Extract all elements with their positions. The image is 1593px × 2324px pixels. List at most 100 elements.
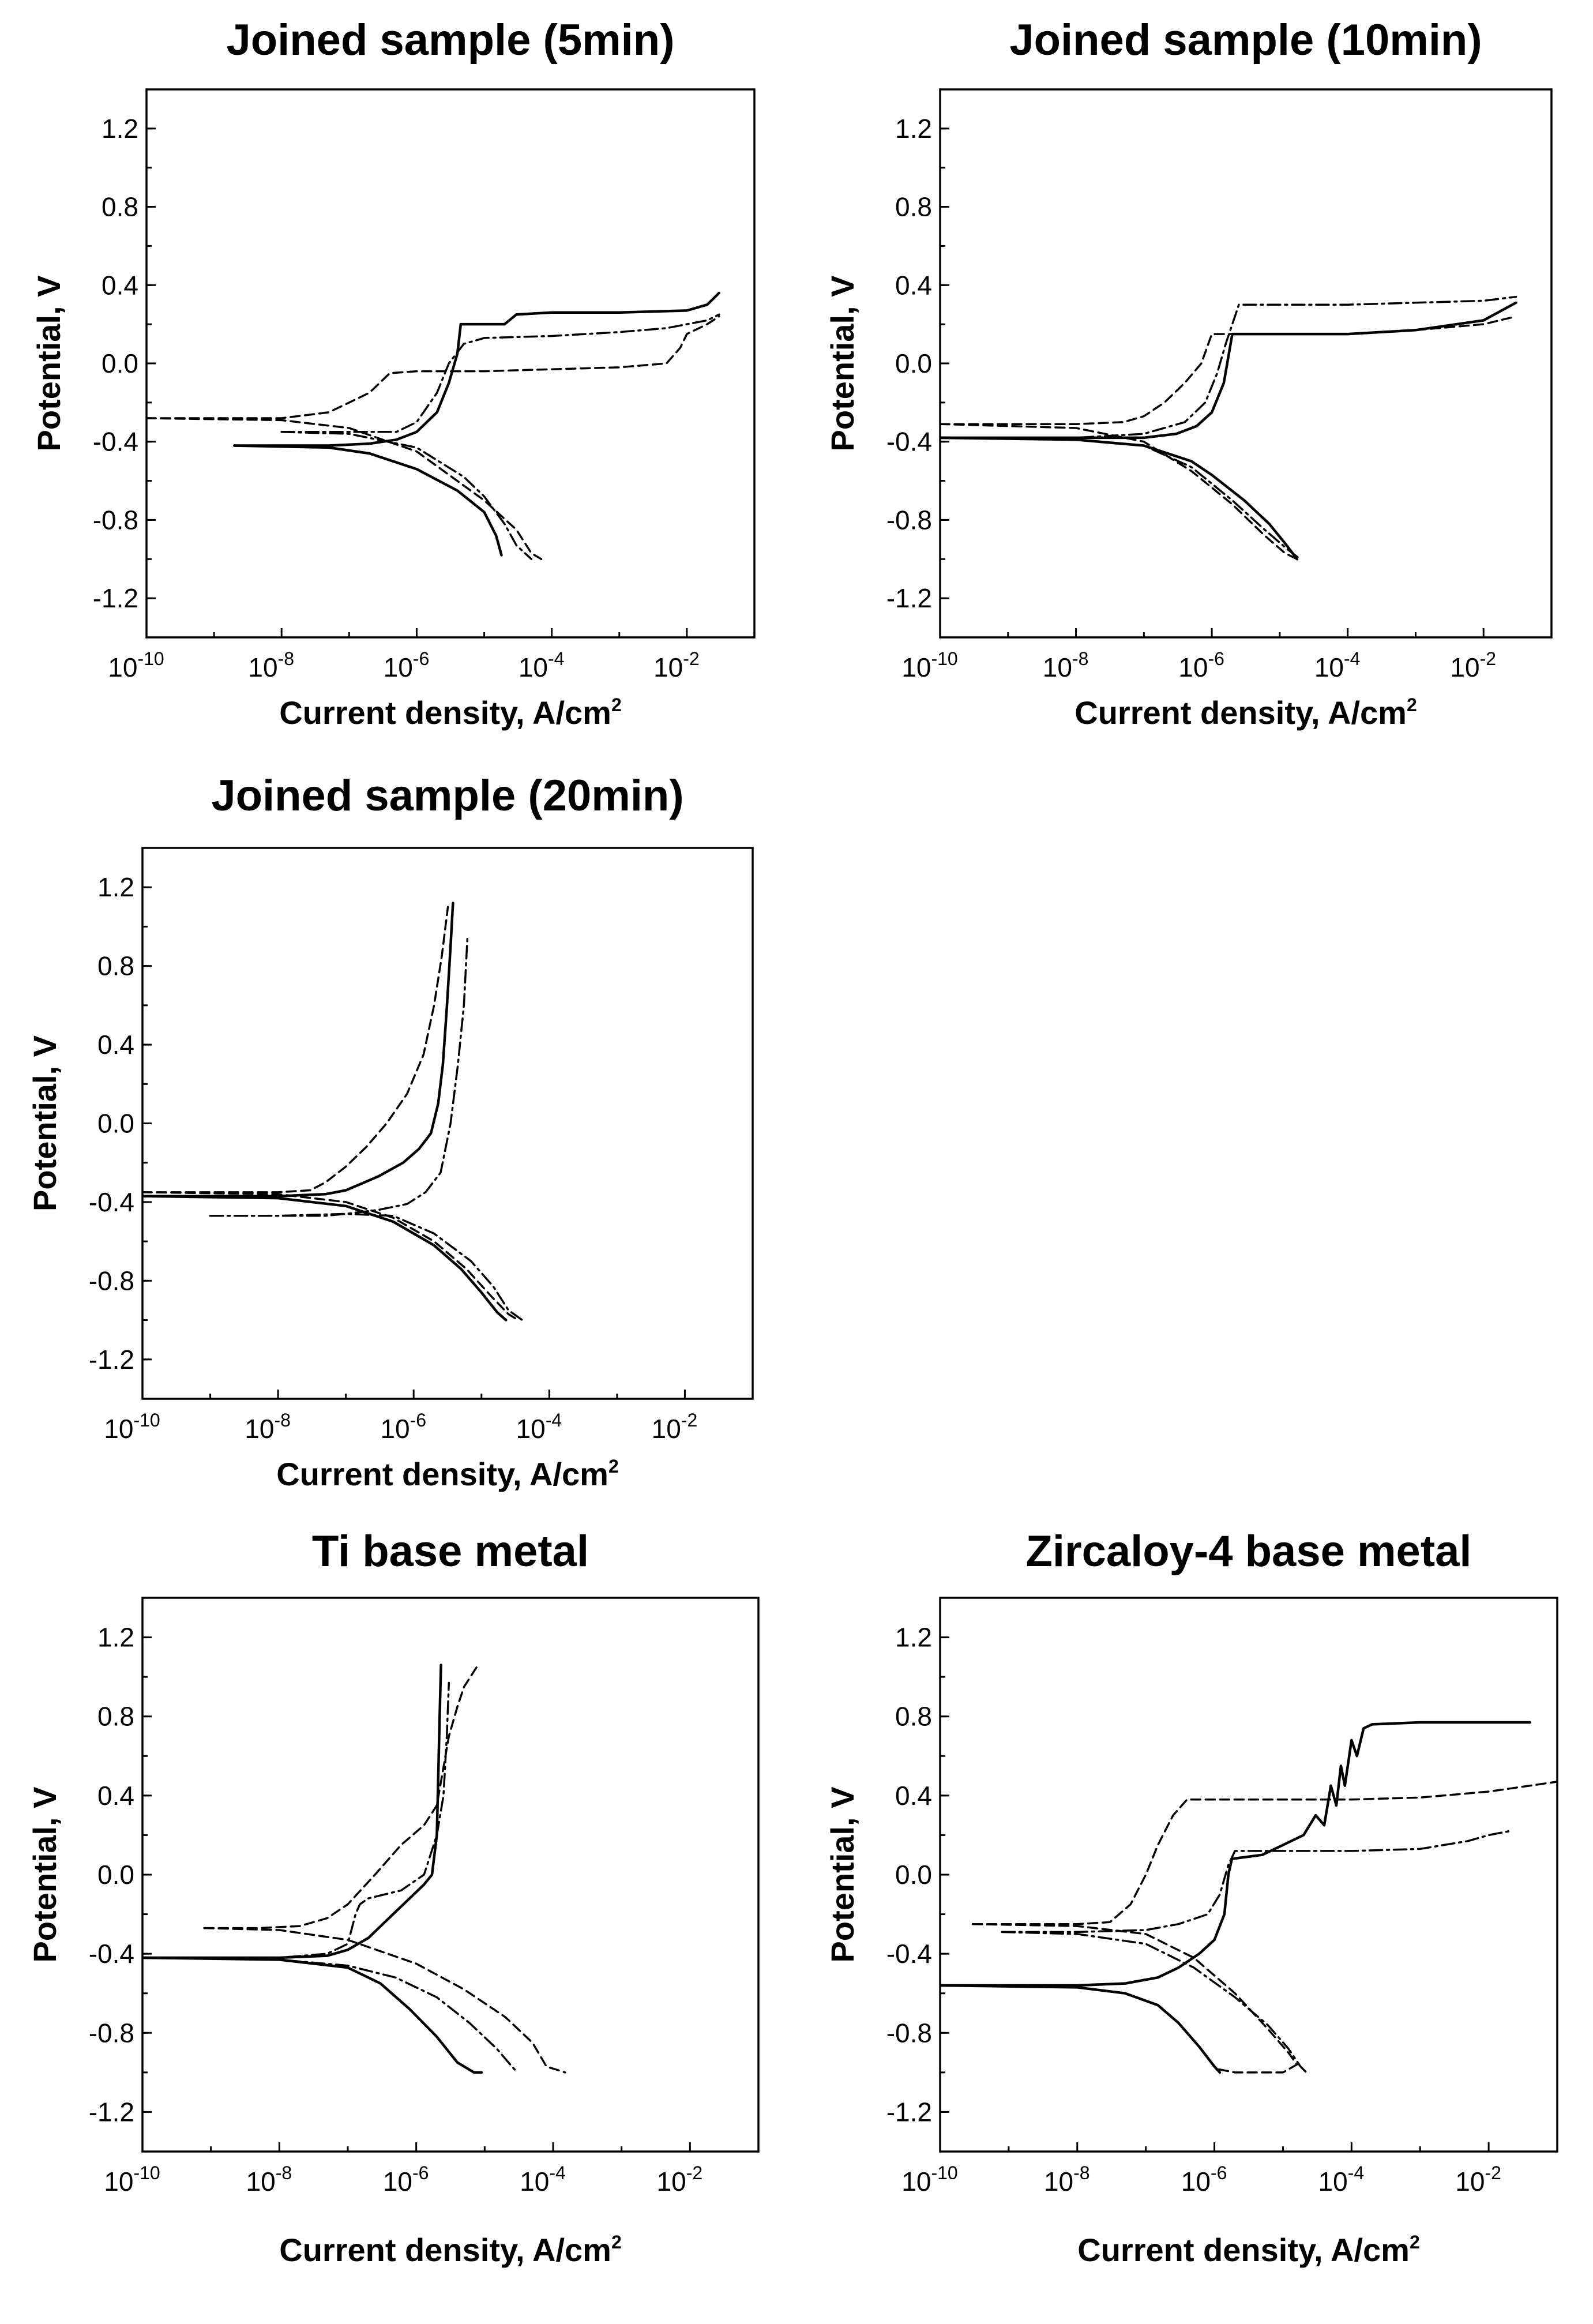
- x-axis-label-superscript: 2: [1410, 2232, 1420, 2252]
- x-tick-label: 10-8: [248, 648, 294, 682]
- x-tick-base: 10: [383, 2167, 412, 2197]
- x-tick-exponent: -8: [1072, 648, 1088, 669]
- y-tick-label: 0.4: [102, 270, 138, 300]
- x-tick-base: 10: [1314, 652, 1344, 682]
- x-axis-label-text: Current density, A/cm: [1077, 2232, 1410, 2268]
- y-tick-label: 0.0: [97, 1109, 134, 1139]
- x-tick-base: 10: [520, 2167, 549, 2197]
- series-dashdot-cathodic: [142, 1957, 519, 2074]
- x-tick-base: 10: [1178, 652, 1208, 682]
- plot-frame: [939, 1597, 1558, 2153]
- y-tick-label: 0.4: [895, 1781, 932, 1811]
- series-solid: [142, 902, 454, 1197]
- plot-frame: [939, 88, 1553, 639]
- y-axis-label: Potential, V: [824, 1787, 861, 1963]
- series-solid-cathodic: [142, 1195, 508, 1321]
- x-axis-label: Current density, A/cm2: [1074, 694, 1417, 731]
- y-tick-label: 0.0: [895, 348, 932, 378]
- y-tick-label: 0.0: [895, 1860, 932, 1890]
- x-tick-exponent: -2: [1485, 2162, 1501, 2183]
- x-axis-label: Current density, A/cm2: [276, 1456, 618, 1492]
- x-tick-base: 10: [1044, 2167, 1073, 2197]
- y-tick-label: -0.4: [89, 1187, 134, 1217]
- y-tick-label: -0.8: [89, 2018, 134, 2048]
- x-tick-base: 10: [384, 652, 413, 682]
- chart-title: Joined sample (5min): [226, 16, 674, 65]
- x-tick-exponent: -2: [681, 1410, 697, 1431]
- x-tick-base: 10: [1181, 2167, 1211, 2197]
- x-tick-exponent: -6: [1211, 2162, 1227, 2183]
- x-tick-label: 10-8: [245, 1410, 291, 1444]
- x-tick-base: 10: [1043, 652, 1072, 682]
- chart-5: Zircaloy-4 base metal 1.2 0.8 0.4 0.0 -0.4 -0.…: [824, 1527, 1558, 2268]
- series-dashdot-cathodic: [1001, 1931, 1308, 2074]
- plot-frame: [145, 88, 756, 639]
- x-axis-label-text: Current density, A/cm: [279, 694, 611, 731]
- x-tick-label: 10-10: [901, 2162, 957, 2197]
- y-tick-label: 0.8: [102, 192, 138, 222]
- y-tick-label: -0.8: [886, 2018, 932, 2048]
- x-tick-label: 10-10: [104, 1410, 160, 1444]
- x-axis-label-text: Current density, A/cm: [276, 1456, 608, 1492]
- x-tick-exponent: -2: [683, 648, 699, 669]
- y-tick-label: 1.2: [895, 1623, 932, 1653]
- y-tick-label: -0.4: [89, 1939, 134, 1969]
- x-tick-exponent: -4: [549, 2162, 565, 2183]
- x-tick-base: 10: [901, 652, 931, 682]
- x-tick-base: 10: [104, 2167, 133, 2197]
- series-dashdot: [1001, 1830, 1511, 1933]
- x-tick-label: 10-10: [108, 648, 164, 682]
- x-tick-exponent: -4: [1344, 648, 1360, 669]
- x-tick-label: 10-10: [901, 648, 957, 682]
- y-tick-label: -1.2: [886, 583, 932, 613]
- series-dashdot-cathodic: [1007, 437, 1302, 561]
- y-axis-label: Potential, V: [27, 1787, 63, 1963]
- series-dashdot: [209, 937, 469, 1217]
- x-tick-exponent: -2: [1480, 648, 1496, 669]
- x-tick-label: 10-6: [384, 648, 430, 682]
- series-dashdot: [280, 313, 720, 433]
- y-tick-label: -0.8: [886, 505, 932, 535]
- y-tick-label: 0.0: [102, 348, 138, 378]
- y-tick-label: 1.2: [102, 114, 138, 144]
- x-tick-base: 10: [380, 1414, 409, 1444]
- y-tick-label: -1.2: [886, 2097, 932, 2127]
- x-axis-label-superscript: 2: [608, 1456, 619, 1477]
- chart-4: Ti base metal1.20.80.40.0-0.4-0.8-1.210-…: [27, 1527, 760, 2268]
- x-tick-label: 10-2: [1450, 648, 1496, 682]
- x-tick-exponent: -4: [548, 648, 564, 669]
- y-tick-label: -0.8: [89, 1266, 134, 1296]
- x-tick-label: 10-6: [383, 2162, 429, 2197]
- x-tick-exponent: -2: [686, 2162, 702, 2183]
- chart-1: Joined sample (5min) 1.2 0.8 0.4 0.0 -0.4 -0.8…: [31, 16, 756, 731]
- y-tick-label: 0.0: [97, 1860, 134, 1890]
- y-tick-label: 0.4: [97, 1030, 134, 1060]
- x-axis-label-text: Current density, A/cm: [1074, 694, 1407, 731]
- y-tick-label: 1.2: [895, 114, 932, 144]
- x-tick-base: 10: [104, 1414, 133, 1444]
- y-tick-label: 0.8: [895, 1702, 932, 1732]
- x-tick-label: 10-4: [1318, 2162, 1365, 2197]
- x-tick-base: 10: [246, 2167, 276, 2197]
- plot-frame: [141, 847, 754, 1400]
- y-tick-label: -1.2: [89, 1345, 134, 1375]
- y-tick-label: 0.8: [97, 1702, 134, 1732]
- chart-3: Joined sample (20min) 1.2 0.8 0.4 0.0 -0.4 -0.…: [27, 771, 754, 1492]
- x-tick-label: 10-2: [1455, 2162, 1501, 2197]
- y-tick-label: 0.4: [97, 1781, 134, 1811]
- x-tick-label: 10-8: [1043, 648, 1089, 682]
- series-dashed-cathodic: [146, 417, 543, 561]
- series-solid: [233, 291, 721, 447]
- series-dashdot-cathodic: [209, 1212, 524, 1321]
- x-axis-label: Current density, A/cm2: [1077, 2232, 1419, 2268]
- y-tick-label: -0.4: [886, 1939, 932, 1969]
- y-axis-label: Potential, V: [27, 1035, 63, 1211]
- y-axis-label: Potential, V: [31, 276, 67, 452]
- series-solid-cathodic: [142, 1956, 483, 2074]
- x-tick-exponent: -10: [137, 648, 164, 669]
- y-tick-label: -1.2: [93, 583, 138, 613]
- x-tick-exponent: -6: [1208, 648, 1224, 669]
- y-tick-label: 0.8: [97, 951, 134, 981]
- x-axis-label: Current density, A/cm2: [279, 2232, 621, 2268]
